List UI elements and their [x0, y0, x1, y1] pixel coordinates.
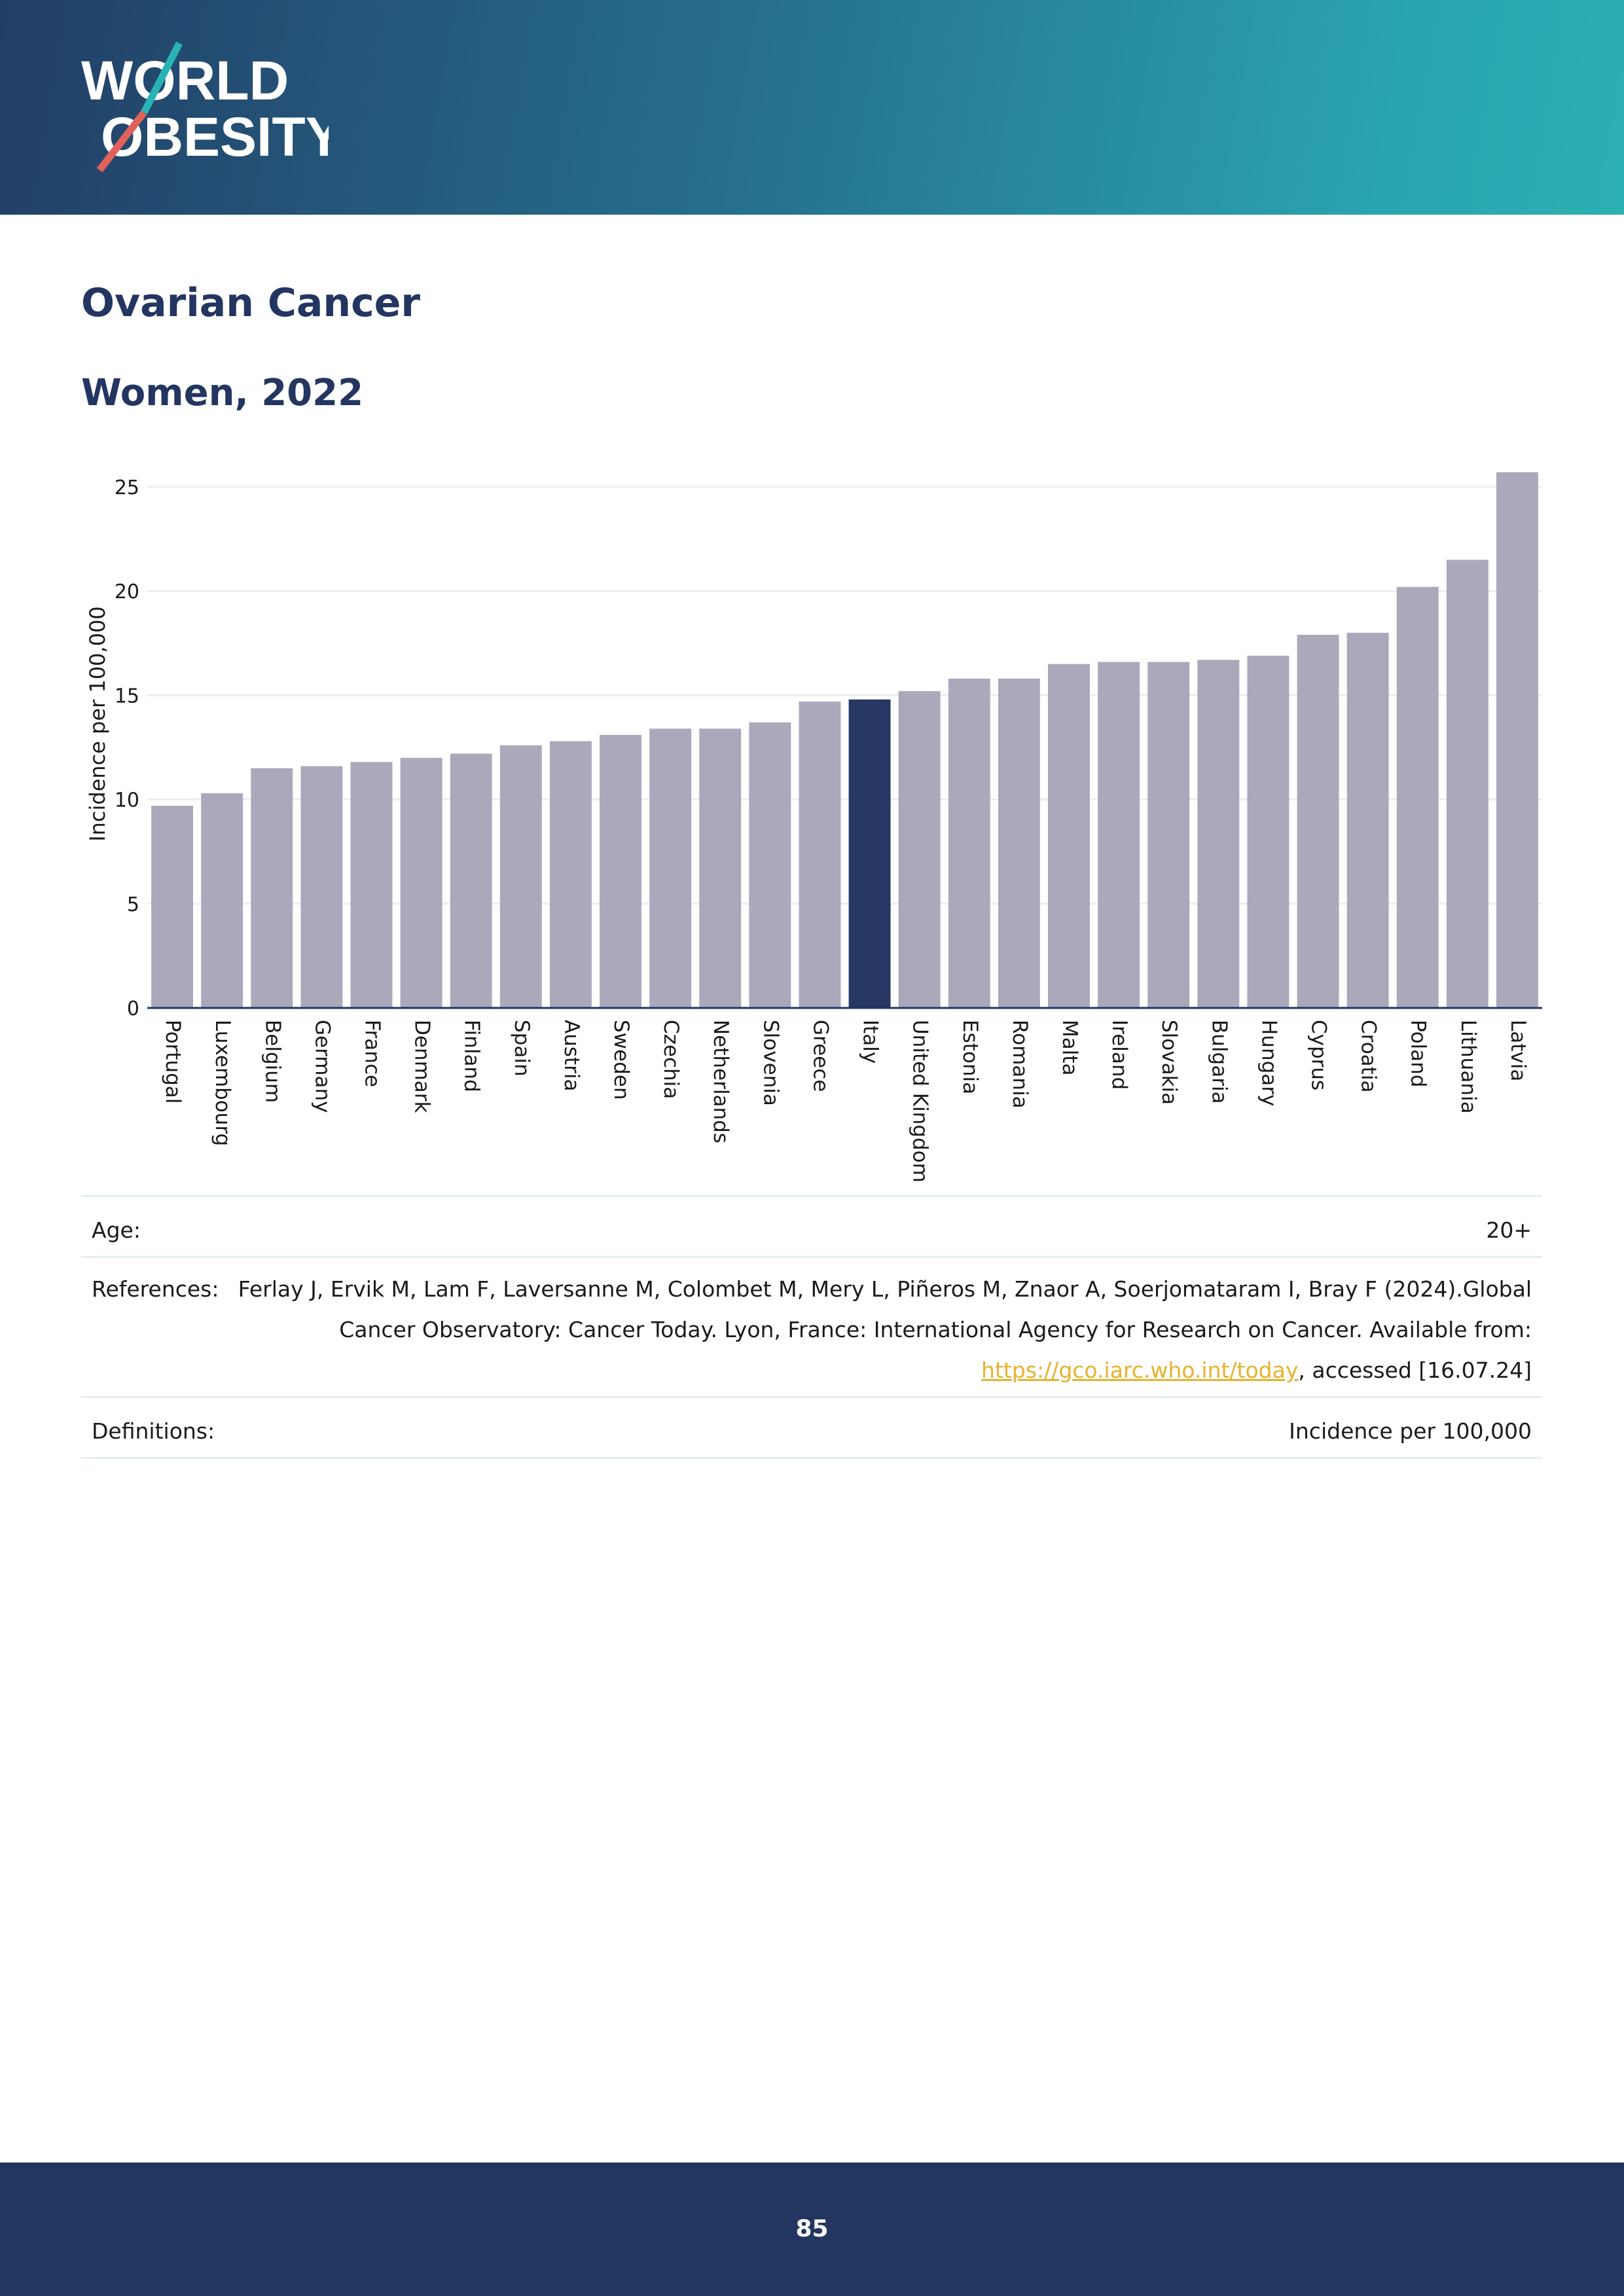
x-tick-label: Spain: [510, 1020, 533, 1077]
page-title: Ovarian Cancer: [81, 280, 420, 326]
definitions-value: Incidence per 100,000: [1289, 1418, 1532, 1444]
info-row-references: References: Ferlay J, Ervik M, Lam F, La…: [81, 1256, 1542, 1398]
logo-slash-red: [96, 110, 147, 173]
y-tick-label: 5: [127, 893, 139, 916]
info-row-age: Age: 20+: [81, 1195, 1542, 1258]
x-tick-label: Denmark: [410, 1020, 434, 1113]
bar-italy: [848, 699, 891, 1008]
x-tick-label: Romania: [1008, 1020, 1032, 1109]
x-tick-label: Cyprus: [1307, 1020, 1331, 1090]
bar-estonia: [948, 678, 990, 1008]
x-tick-label: Finland: [460, 1020, 484, 1092]
x-tick-label: France: [360, 1020, 384, 1087]
x-tick-label: Malta: [1058, 1020, 1081, 1076]
bar-germany: [300, 766, 343, 1008]
y-tick-label: 0: [127, 997, 139, 1020]
x-tick-label: United Kingdom: [909, 1020, 932, 1183]
definitions-label: Definitions:: [92, 1418, 215, 1444]
page-number: 85: [795, 2215, 829, 2242]
bar-france: [350, 762, 393, 1008]
x-tick-label: Italy: [859, 1020, 882, 1064]
footer-bar: [0, 2162, 1624, 2296]
x-tick-label: Bulgaria: [1207, 1020, 1231, 1104]
x-tick-label: Belgium: [261, 1020, 284, 1103]
bar-portugal: [151, 806, 194, 1008]
references-line-1: Ferlay J, Ervik M, Lam F, Laversanne M, …: [238, 1276, 1532, 1302]
references-label: References:: [92, 1276, 219, 1302]
y-axis-label: Incidence per 100,000: [85, 606, 110, 842]
bar-bulgaria: [1197, 660, 1240, 1008]
y-tick-label: 25: [115, 476, 139, 499]
logo-slash-teal: [141, 41, 183, 115]
age-label: Age:: [92, 1217, 141, 1243]
x-tick-label: Luxembourg: [211, 1020, 234, 1146]
x-tick-label: Austria: [560, 1020, 583, 1092]
x-tick-label: Lithuania: [1456, 1020, 1480, 1114]
bar-greece: [799, 701, 841, 1008]
x-tick-label: Germany: [310, 1020, 334, 1113]
x-tick-label: Netherlands: [709, 1020, 732, 1143]
x-tick-label: Portugal: [161, 1020, 185, 1103]
x-tick-label: Croatia: [1357, 1020, 1380, 1092]
bar-latvia: [1496, 472, 1538, 1008]
bar-hungary: [1247, 655, 1290, 1008]
bar-luxembourg: [201, 793, 244, 1008]
references-text: Ferlay J, Ervik M, Lam F, Laversanne M, …: [238, 1269, 1532, 1391]
bar-chart: 0 5 10 15 20 25 Portugal Luxembourg Belgium Germa…: [85, 472, 1542, 1183]
x-tick-label: Poland: [1407, 1020, 1430, 1088]
world-obesity-logo: WORLD OBESITY: [81, 41, 329, 173]
x-tick-label: Greece: [808, 1020, 832, 1092]
info-row-definitions: Definitions: Incidence per 100,000: [81, 1398, 1542, 1459]
x-tick-label: Latvia: [1506, 1020, 1530, 1081]
age-value: 20+: [1486, 1217, 1532, 1243]
x-tick-label: Estonia: [958, 1020, 982, 1094]
references-accessed: , accessed [16.07.24]: [1298, 1357, 1532, 1383]
bar-slovakia: [1147, 662, 1190, 1008]
y-tick-label: 10: [115, 789, 139, 812]
bar-romania: [998, 678, 1040, 1008]
x-tick-label: Slovakia: [1157, 1020, 1181, 1105]
x-tick-label: Czechia: [659, 1020, 683, 1099]
bar-ireland: [1098, 662, 1140, 1008]
references-line-2: Cancer Observatory: Cancer Today. Lyon, …: [339, 1317, 1532, 1342]
x-tick-label: Ireland: [1108, 1020, 1131, 1090]
references-line-3: https://gco.iarc.who.int/today, accessed…: [238, 1350, 1532, 1391]
y-tick-label: 15: [115, 685, 139, 708]
bar-belgium: [251, 768, 293, 1008]
bars: [151, 472, 1538, 1008]
header-banner: WORLD OBESITY: [0, 0, 1624, 215]
bar-croatia: [1346, 632, 1389, 1008]
x-tick-label: Slovenia: [759, 1020, 782, 1106]
bar-malta: [1048, 664, 1090, 1008]
axis-labels: 0 5 10 15 20 25 Portugal Luxembourg Belgium Germa…: [115, 476, 1542, 1183]
bar-finland: [450, 753, 492, 1008]
chart-subtitle: Women, 2022: [81, 372, 364, 414]
bar-netherlands: [699, 728, 742, 1008]
bar-cyprus: [1297, 634, 1339, 1008]
bar-sweden: [600, 734, 641, 1008]
logo-line-1: WORLD: [81, 50, 289, 111]
bar-slovenia: [749, 722, 791, 1008]
x-tick-label: Sweden: [609, 1020, 633, 1100]
bar-czechia: [649, 728, 692, 1008]
bar-poland: [1396, 586, 1439, 1008]
bar-lithuania: [1446, 560, 1489, 1008]
references-link[interactable]: https://gco.iarc.who.int/today: [981, 1357, 1299, 1383]
bar-united-kingdom: [898, 691, 941, 1008]
bar-denmark: [400, 757, 442, 1008]
y-tick-label: 20: [115, 581, 139, 603]
bar-austria: [549, 741, 592, 1008]
x-tick-label: Hungary: [1257, 1020, 1280, 1106]
bar-spain: [499, 745, 542, 1008]
